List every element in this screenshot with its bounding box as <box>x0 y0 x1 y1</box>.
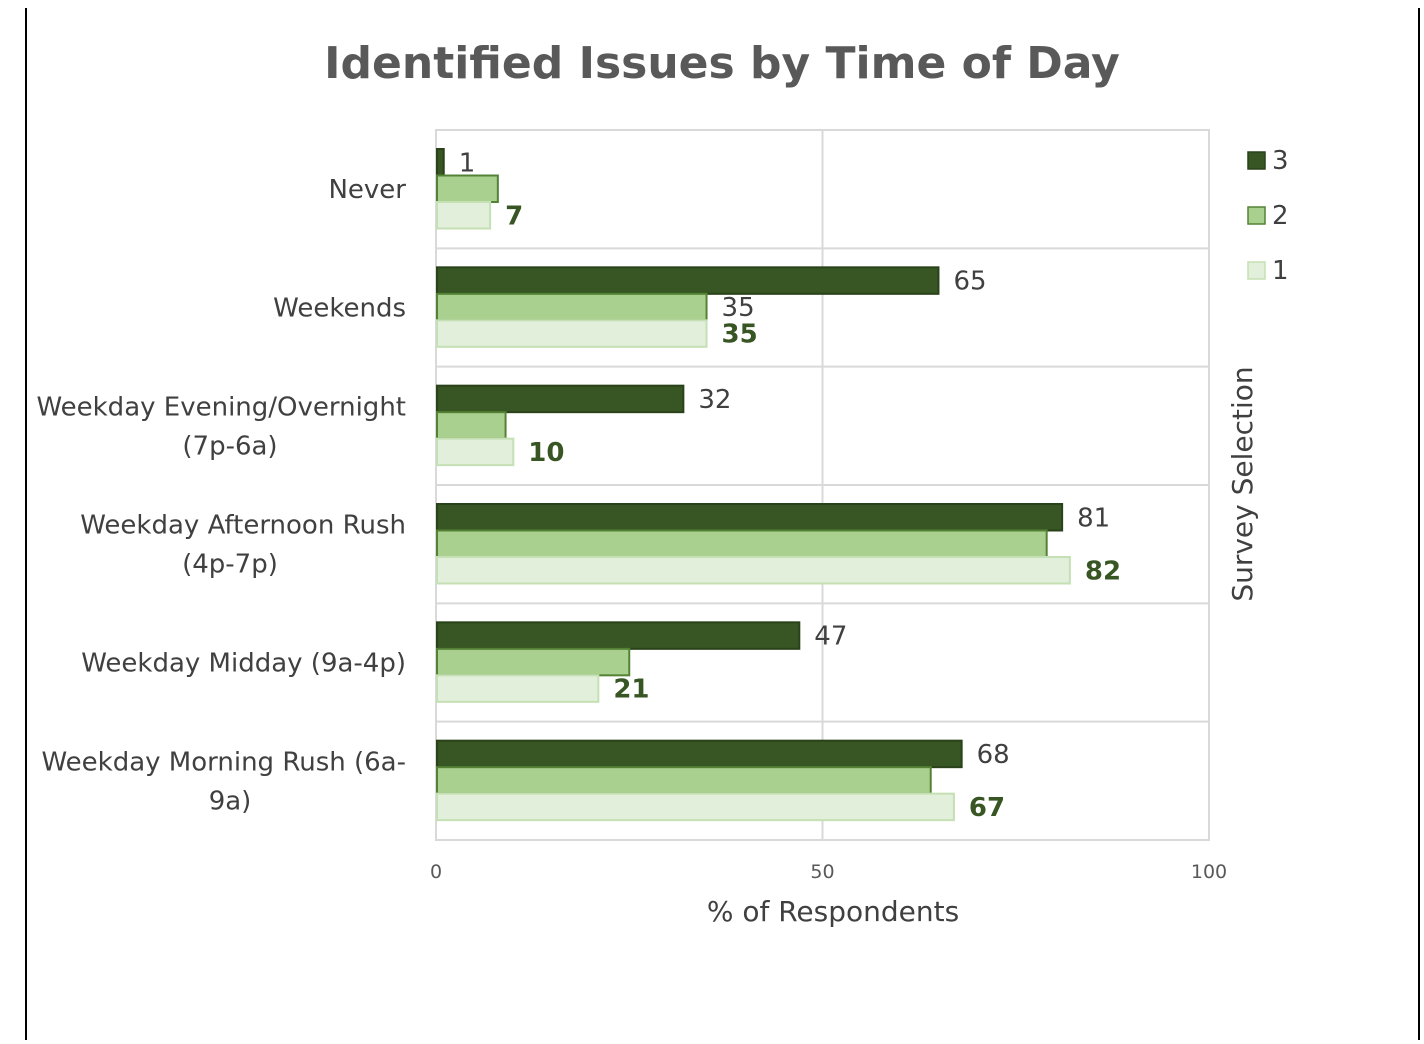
bar-series-3-4 <box>436 503 1064 532</box>
bar-series-2-4 <box>436 529 1048 558</box>
category-label: (4p-7p) <box>182 550 278 580</box>
left-border-line <box>25 8 27 1040</box>
data-label: 32 <box>698 385 731 415</box>
category-label: Weekday Midday (9a-4p) <box>81 649 406 679</box>
bar-series-2-6 <box>436 766 932 795</box>
legend-label: 1 <box>1272 256 1289 286</box>
data-label: 35 <box>722 320 758 350</box>
legend-label: 2 <box>1272 201 1289 231</box>
x-tick-labels-layer: 0 50 100 <box>430 861 1227 883</box>
bar-series-3-6 <box>436 739 963 769</box>
data-label: 35 <box>722 293 755 323</box>
bar-series-1-2 <box>436 319 708 348</box>
right-border-line <box>1418 8 1420 1040</box>
bar-series-1-6 <box>436 792 955 822</box>
bar-series-2-1 <box>436 174 499 203</box>
chart-title: Identified Issues by Time of Day <box>324 38 1120 89</box>
grid-layer <box>435 129 1210 841</box>
bar-series-2-5 <box>436 647 631 677</box>
legend: 3 2 1 <box>1247 146 1289 286</box>
data-label: 65 <box>953 267 986 297</box>
bar-series-1-1 <box>436 201 492 230</box>
legend-swatch-series-1 <box>1247 261 1266 280</box>
x-tick-label: 100 <box>1191 861 1227 883</box>
data-label: 82 <box>1085 556 1121 586</box>
x-axis-title: % of Respondents <box>707 895 959 928</box>
data-label: 1 <box>459 148 476 178</box>
category-labels-layer: Never Weekends Weekday Evening/Overnight (7… <box>36 175 406 816</box>
data-label: 81 <box>1077 503 1110 533</box>
bar-series-2-2 <box>436 292 708 322</box>
legend-swatch-series-2 <box>1247 206 1266 225</box>
category-label: Weekday Morning Rush (6a- <box>41 747 406 777</box>
category-label: (7p-6a) <box>182 431 277 461</box>
category-label: Weekends <box>273 294 406 324</box>
category-label: Weekday Evening/Overnight <box>36 392 406 422</box>
legend-swatch-series-3 <box>1247 151 1266 170</box>
x-tick-label: 50 <box>810 861 834 883</box>
bar-series-1-5 <box>436 674 600 703</box>
bar-series-1-4 <box>436 556 1071 585</box>
x-tick-label: 0 <box>430 861 442 883</box>
bars-layer <box>436 148 1071 822</box>
category-label: 9a) <box>209 786 252 816</box>
legend-label: 3 <box>1272 146 1289 176</box>
data-label: 68 <box>977 740 1010 770</box>
bar-series-3-3 <box>436 384 685 414</box>
category-label: Never <box>328 175 406 205</box>
data-label: 47 <box>814 622 847 652</box>
data-label: 67 <box>969 793 1005 823</box>
bar-series-2-3 <box>436 411 507 440</box>
bar-series-3-1 <box>436 148 445 177</box>
data-label: 21 <box>613 675 649 705</box>
data-label: 10 <box>528 438 564 468</box>
category-label: Weekday Afternoon Rush <box>80 511 406 541</box>
legend-title: Survey Selection <box>1226 366 1259 601</box>
bar-series-1-3 <box>436 437 515 467</box>
bar-series-3-5 <box>436 621 801 650</box>
bar-series-3-2 <box>436 266 940 295</box>
data-label: 7 <box>505 201 523 231</box>
